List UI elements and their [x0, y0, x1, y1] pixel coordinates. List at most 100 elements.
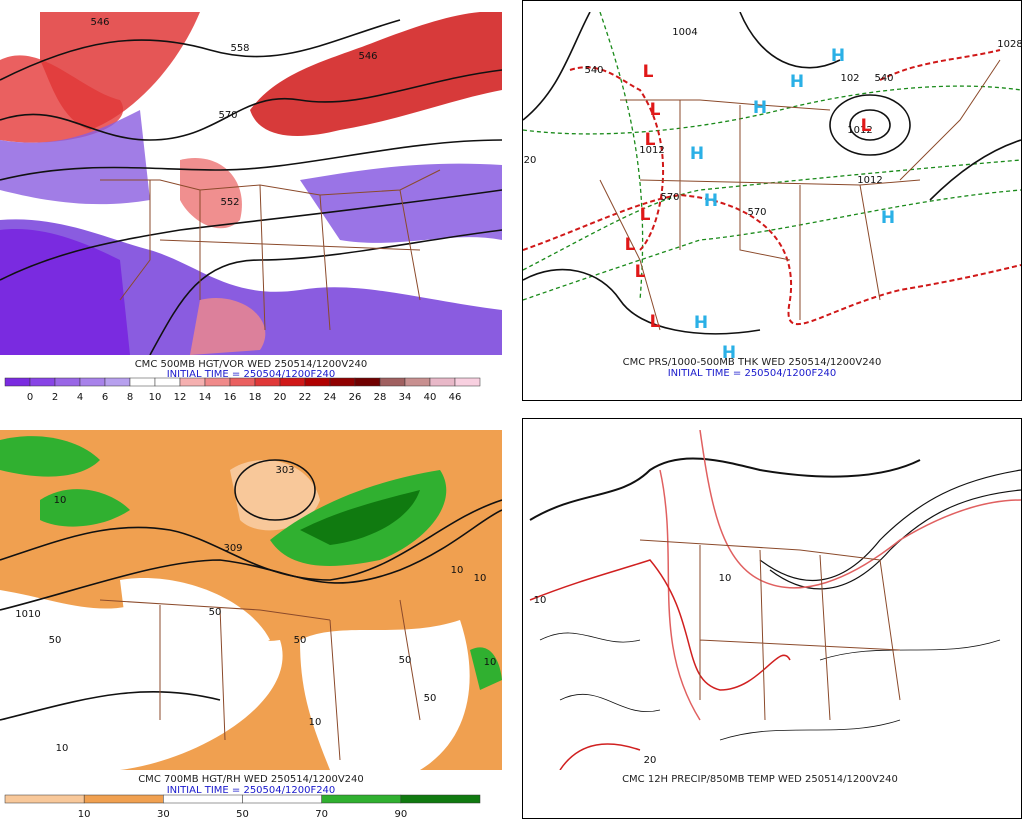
- colorbar-box: [204, 377, 231, 387]
- colorbar-box: [242, 794, 322, 804]
- initial-time: INITIAL TIME = 250504/1200F240: [167, 369, 336, 380]
- contour-label: 1028: [997, 39, 1022, 50]
- high-center: H: [790, 72, 804, 92]
- colorbar-label: 22: [299, 392, 312, 403]
- colorbar-label: 16: [224, 392, 237, 403]
- contour-label: 10: [534, 595, 547, 606]
- low-center: L: [650, 312, 661, 332]
- colorbar-box: [304, 377, 331, 387]
- colorbar-label: 40: [424, 392, 437, 403]
- colorbar-label: 18: [249, 392, 262, 403]
- contour-label: 10: [56, 743, 69, 754]
- high-center: H: [881, 208, 895, 228]
- colorbar-box: [354, 377, 381, 387]
- contour-label: 50: [424, 693, 437, 704]
- colorbar-label: 24: [324, 392, 337, 403]
- contour-label: 20: [524, 155, 537, 166]
- colorbar-box: [163, 794, 243, 804]
- low-center: L: [861, 116, 872, 136]
- contour-label: 1010: [15, 609, 40, 620]
- colorbar-box: [404, 377, 431, 387]
- high-center: H: [694, 313, 708, 333]
- contour-label: 50: [49, 635, 62, 646]
- colorbar-box: [4, 377, 31, 387]
- colorbar-box: [329, 377, 356, 387]
- low-center: L: [625, 235, 636, 255]
- low-center: L: [643, 62, 654, 82]
- colorbar-label: 34: [399, 392, 412, 403]
- high-center: H: [690, 144, 704, 164]
- colorbar-label: 12: [174, 392, 187, 403]
- contour-label: 558: [230, 43, 249, 54]
- colorbar-box: [4, 794, 85, 804]
- colorbar-box: [79, 377, 106, 387]
- contour-label: 546: [358, 51, 377, 62]
- panel-title: CMC 12H PRECIP/850MB TEMP WED 250514/120…: [622, 774, 898, 785]
- contour-label: 1012: [857, 175, 882, 186]
- colorbar-label: 4: [77, 392, 83, 403]
- contour-label: 570: [660, 192, 679, 203]
- contour-label: 10: [54, 495, 67, 506]
- initial-time: INITIAL TIME = 250504/1200F240: [668, 368, 837, 379]
- colorbar-box: [229, 377, 256, 387]
- contour-label: 10: [451, 565, 464, 576]
- contour-label: 102: [840, 73, 859, 84]
- panel-title: CMC PRS/1000-500MB THK WED 250514/1200V2…: [623, 357, 882, 368]
- contour-label: 1004: [672, 27, 697, 38]
- contour-label: 552: [220, 197, 239, 208]
- colorbar-label: 28: [374, 392, 387, 403]
- colorbar-label: 8: [127, 392, 133, 403]
- colorbar-box: [129, 377, 156, 387]
- colorbar-box: [379, 377, 406, 387]
- colorbar-label: 20: [274, 392, 287, 403]
- colorbar-box: [54, 377, 81, 387]
- panel-frame: [522, 0, 1022, 401]
- contour-label: 20: [644, 755, 657, 766]
- contour-label: 10: [719, 573, 732, 584]
- colorbar-box: [454, 377, 481, 387]
- colorbar-label: 10: [78, 809, 91, 819]
- colorbar-label: 30: [157, 809, 170, 819]
- colorbar-box: [154, 377, 181, 387]
- contour-label: 303: [275, 465, 294, 476]
- colorbar-label: 0: [27, 392, 33, 403]
- contour-label: 540: [584, 65, 603, 76]
- colorbar-box: [254, 377, 281, 387]
- colorbar-box: [400, 794, 481, 804]
- colorbar-label: 14: [199, 392, 212, 403]
- low-center: L: [650, 100, 661, 120]
- humidity-map: [0, 430, 502, 770]
- low-center: L: [640, 205, 651, 225]
- contour-label: 546: [90, 17, 109, 28]
- contour-label: 309: [223, 543, 242, 554]
- contour-label: 570: [218, 110, 237, 121]
- panel-title: CMC 700MB HGT/RH WED 250514/1200V240: [138, 774, 364, 785]
- colorbar-box: [104, 377, 131, 387]
- panel-title: CMC 500MB HGT/VOR WED 250514/1200V240: [135, 359, 368, 370]
- contour-label: 1012: [847, 125, 872, 136]
- colorbar-label: 2: [52, 392, 58, 403]
- high-center: H: [722, 343, 736, 363]
- contour-label: 10: [309, 717, 322, 728]
- contour-label: 50: [294, 635, 307, 646]
- high-center: H: [831, 46, 845, 66]
- colorbar-box: [321, 794, 402, 804]
- colorbar-box: [429, 377, 456, 387]
- temperature-map: [529, 430, 1021, 770]
- colorbar-label: 70: [315, 809, 328, 819]
- colorbar-box: [29, 377, 56, 387]
- initial-time: INITIAL TIME = 250504/1200F240: [167, 785, 336, 796]
- colorbar-label: 50: [236, 809, 249, 819]
- vorticity-map: [0, 12, 502, 355]
- contour-label: 1012: [639, 145, 664, 156]
- colorbar-label: 90: [394, 809, 407, 819]
- colorbar-label: 26: [349, 392, 362, 403]
- contour-label: 10: [484, 657, 497, 668]
- panel-frame: [522, 418, 1022, 819]
- low-center: L: [645, 130, 656, 150]
- contour-label: 50: [399, 655, 412, 666]
- low-center: L: [635, 262, 646, 282]
- high-center: H: [704, 191, 718, 211]
